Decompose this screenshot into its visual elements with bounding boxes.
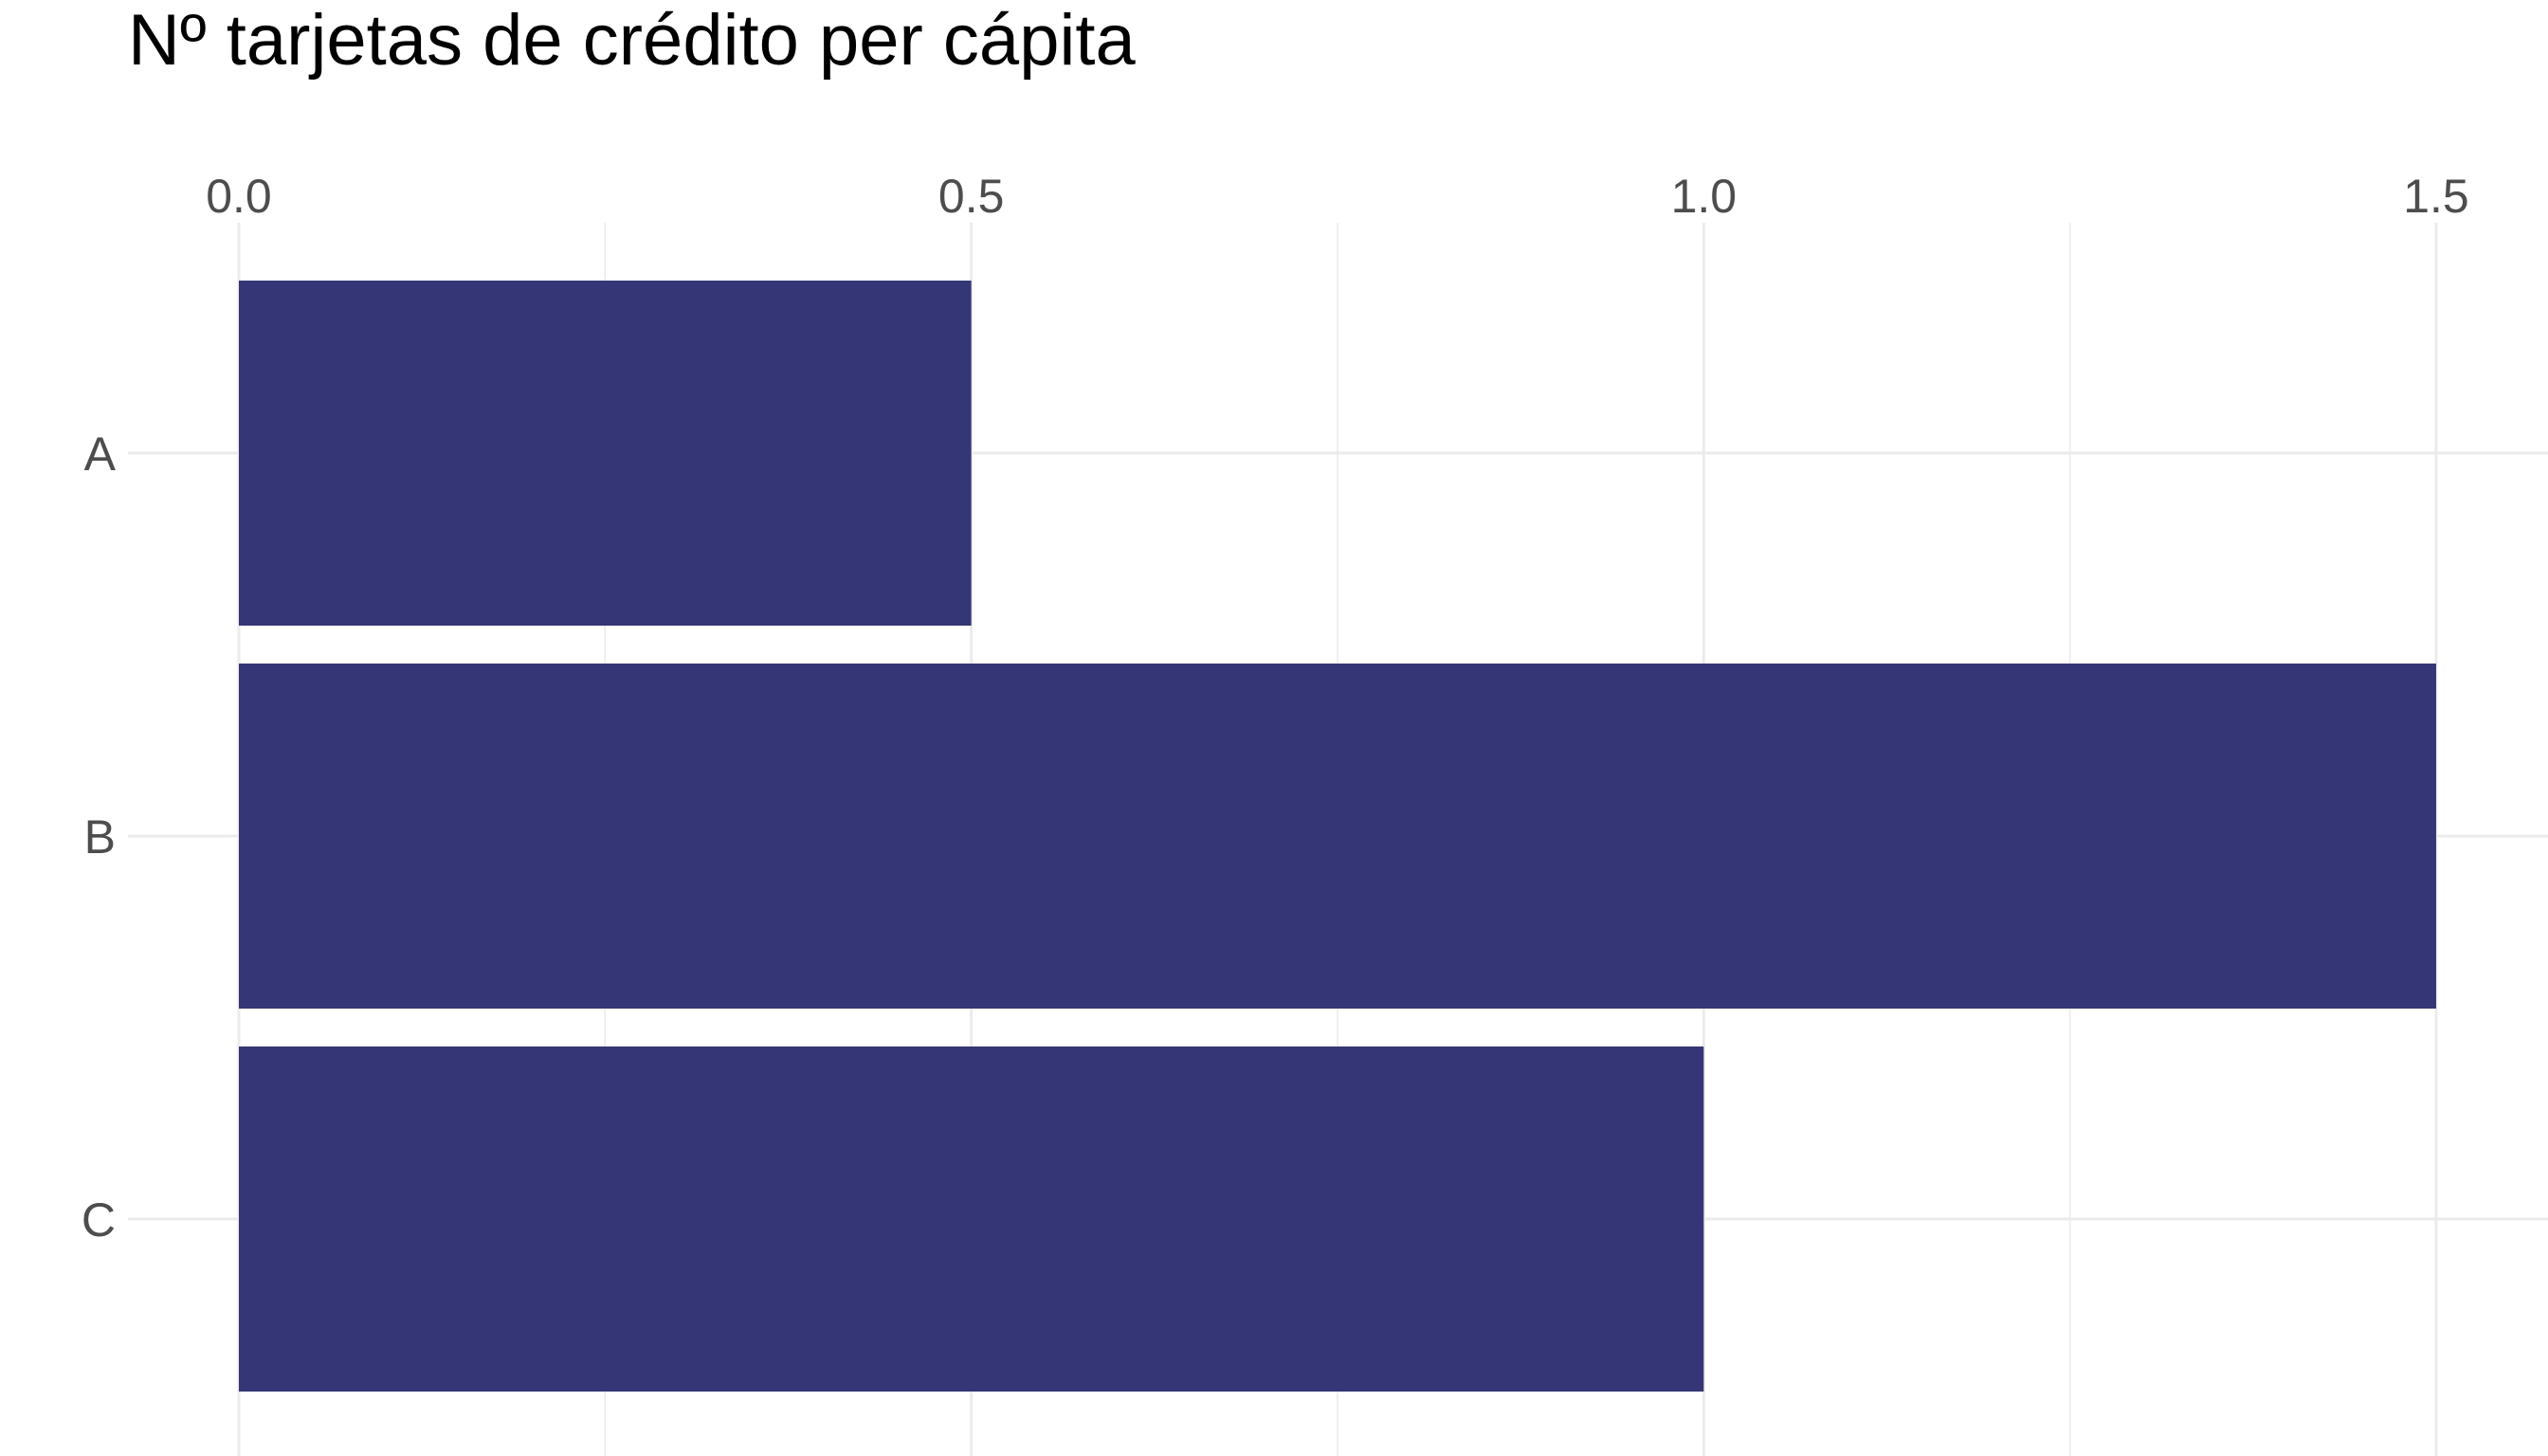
x-tick-label: 0.0 — [206, 170, 272, 223]
chart-title: Nº tarjetas de crédito per cápita — [128, 0, 1136, 81]
y-tick-label: C — [82, 1193, 116, 1247]
x-tick-label: 1.0 — [1671, 170, 1738, 223]
x-tick-label: 0.5 — [938, 170, 1005, 223]
y-tick-label: A — [84, 428, 117, 481]
y-tick-label: B — [84, 810, 116, 864]
bar-a — [239, 281, 972, 626]
x-axis-tick-labels: 0.0 0.5 1.0 1.5 — [206, 170, 2469, 223]
bar-b — [239, 664, 2436, 1009]
y-axis-tick-labels: A B C — [82, 428, 117, 1247]
bar-c — [239, 1046, 1704, 1392]
x-tick-label: 1.5 — [2403, 170, 2469, 223]
bars — [239, 281, 2436, 1392]
